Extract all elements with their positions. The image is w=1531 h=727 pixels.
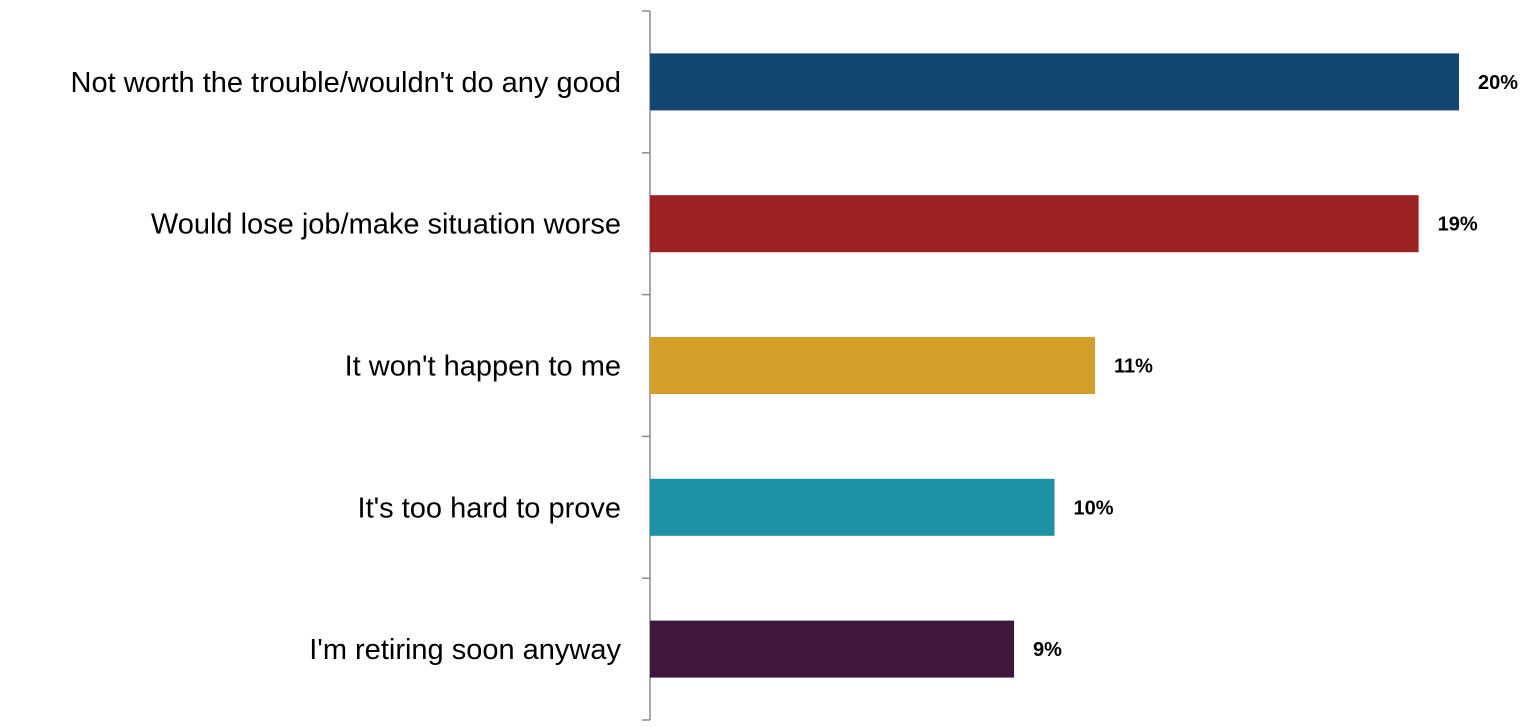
data-label: 11% [1114,356,1153,378]
bar [650,337,1095,394]
data-label: 10% [1074,497,1114,519]
bar [650,478,1055,536]
category-label: It's too hard to prove [358,492,621,524]
data-label: 20% [1478,72,1518,94]
bar [650,195,1419,253]
category-label: It won't happen to me [345,351,621,383]
category-label: I'm retiring soon anyway [309,634,621,666]
bar [650,620,1015,678]
data-label: 19% [1438,214,1478,236]
category-labels: Not worth the trouble/wouldn't do any go… [71,67,622,666]
bar [650,53,1459,111]
data-label: 9% [1033,639,1062,661]
category-label: Not worth the trouble/wouldn't do any go… [71,67,621,99]
category-axis [642,10,651,721]
category-label: Would lose job/make situation worse [151,209,621,241]
data-labels: 20% 19% 11% 10% 9% [1033,72,1518,661]
bar-series [650,53,1459,678]
